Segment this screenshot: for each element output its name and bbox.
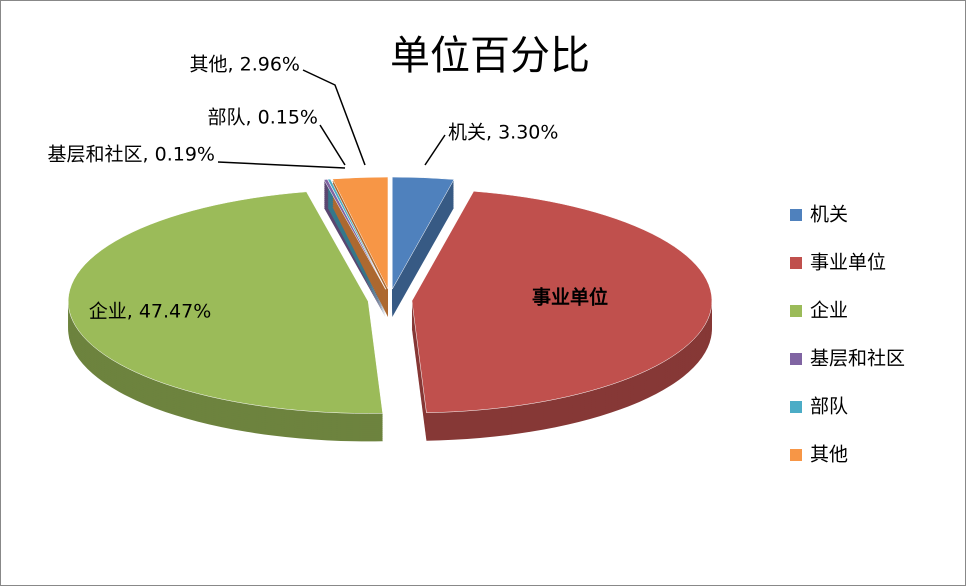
slice-side	[323, 207, 386, 318]
leader-line	[424, 134, 446, 166]
slice-side	[327, 207, 386, 318]
data-label: 事业单位	[532, 286, 608, 309]
legend-swatch	[790, 401, 802, 413]
data-label: 部队, 0.15%	[208, 107, 318, 129]
leader-line	[217, 161, 346, 169]
slice	[327, 178, 387, 290]
slice	[411, 191, 713, 413]
data-label: 基层和社区, 0.19%	[48, 144, 215, 166]
legend-swatch	[790, 305, 802, 317]
pie	[67, 176, 713, 442]
slice	[392, 176, 455, 291]
legend-swatch	[790, 209, 802, 221]
slice-side	[327, 203, 386, 314]
data-label: 企业, 47.47%	[89, 301, 212, 323]
legend-label: 部队	[810, 396, 848, 418]
data-label: 其他, 2.96%	[190, 54, 300, 76]
slice-side	[323, 205, 386, 316]
legend-label: 机关	[810, 204, 848, 226]
slice	[67, 191, 383, 414]
legend-label: 基层和社区	[810, 348, 905, 370]
legend-swatch	[790, 353, 802, 365]
legend-swatch	[790, 449, 802, 461]
chart-title: 单位百分比	[390, 33, 590, 79]
leader-line	[302, 69, 366, 166]
legend-label: 企业	[810, 300, 848, 322]
leader-line	[319, 124, 346, 166]
legend-swatch	[790, 257, 802, 269]
data-label: 机关, 3.30%	[448, 122, 558, 144]
legend-label: 事业单位	[810, 252, 886, 274]
slice	[332, 176, 389, 290]
slice-side	[327, 205, 386, 316]
legend-label: 其他	[810, 444, 848, 466]
